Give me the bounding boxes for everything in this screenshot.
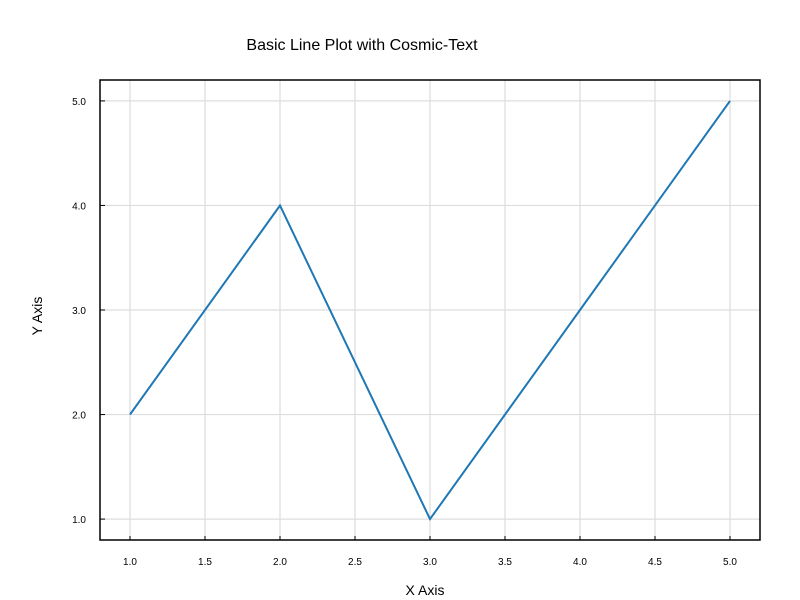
- x-tick-label: 1.0: [123, 557, 137, 568]
- x-axis-label: X Axis: [406, 582, 445, 598]
- x-tick-label: 2.0: [273, 557, 287, 568]
- x-tick-label: 4.5: [648, 557, 662, 568]
- y-tick-label: 2.0: [72, 411, 86, 422]
- y-tick-label: 1.0: [72, 515, 86, 526]
- y-axis-label: Y Axis: [29, 297, 45, 336]
- grid: [100, 80, 760, 540]
- series: [129, 100, 731, 522]
- series-line: [129, 100, 731, 522]
- x-tick-label: 4.0: [573, 557, 587, 568]
- x-tick-label: 2.5: [348, 557, 362, 568]
- y-tick-label: 5.0: [72, 97, 86, 108]
- y-tick-label: 3.0: [72, 306, 86, 317]
- chart-title: Basic Line Plot with Cosmic-Text: [246, 37, 478, 54]
- x-tick-label: 5.0: [723, 557, 737, 568]
- x-tick-label: 1.5: [198, 557, 212, 568]
- x-tick-label: 3.5: [498, 557, 512, 568]
- x-tick-label: 3.0: [423, 557, 437, 568]
- ticks: 1.0 1.5 2.0 2.5 3.0 3.5 4.0 4.5 5.0 1.0 2.0 3.0 4.0 5…: [72, 97, 737, 568]
- y-tick-label: 4.0: [72, 201, 86, 212]
